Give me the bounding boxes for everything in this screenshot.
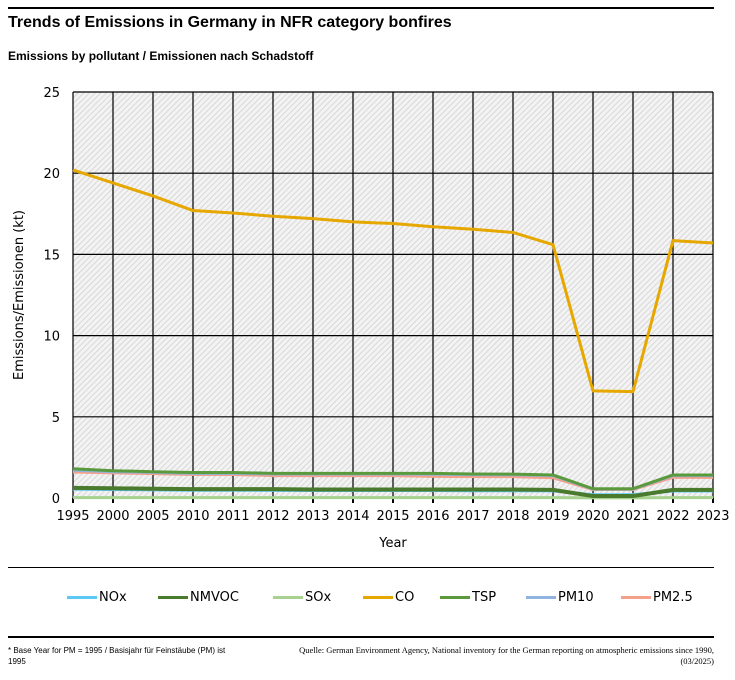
legend-label: PM10 xyxy=(558,590,594,605)
y-tick-label: 15 xyxy=(43,248,60,263)
series-line-tsp xyxy=(72,467,713,491)
chart-title: Trends of Emissions in Germany in NFR ca… xyxy=(8,14,452,31)
legend-label: TSP xyxy=(472,590,497,605)
x-tick-label: 2020 xyxy=(576,509,609,524)
series-line-co xyxy=(72,168,714,394)
series-group xyxy=(72,168,714,500)
legend-item-nmvoc: NMVOC xyxy=(158,590,239,605)
legend-swatch xyxy=(526,596,556,599)
line-chart: 1995 2000 2005 2010 2011 2012 2013 2014 2015 2016… xyxy=(12,86,730,551)
legend-swatch xyxy=(273,596,303,599)
legend-top-rule xyxy=(8,567,714,568)
x-tick-label: 2021 xyxy=(616,509,649,524)
series-line-nmvoc xyxy=(72,485,713,499)
legend-item-pm10: PM10 xyxy=(526,590,594,605)
x-tick-label: 2011 xyxy=(216,509,249,524)
gridlines xyxy=(72,91,714,503)
legend-label: PM2.5 xyxy=(653,590,693,605)
legend-label: NOx xyxy=(99,590,127,605)
legend-label: CO xyxy=(395,590,415,605)
source-note: Quelle: German Environment Agency, Natio… xyxy=(299,645,714,666)
x-tick-label: 2018 xyxy=(496,509,529,524)
x-tick-label: 2000 xyxy=(96,509,129,524)
y-tick-label: 10 xyxy=(43,330,60,345)
legend-item-sox: SOx xyxy=(273,590,331,605)
y-tick-labels: 0 5 10 15 20 25 xyxy=(43,86,60,507)
legend-swatch xyxy=(440,596,470,599)
x-tick-label: 2019 xyxy=(536,509,569,524)
x-tick-label: 2016 xyxy=(416,509,449,524)
x-tick-label: 2023 xyxy=(696,509,729,524)
y-tick-label: 0 xyxy=(52,492,60,507)
legend-swatch xyxy=(67,596,97,599)
x-tick-label: 2017 xyxy=(456,509,489,524)
legend-item-tsp: TSP xyxy=(440,590,496,605)
legend-item-nox: NOx xyxy=(67,590,127,605)
x-tick-label: 2005 xyxy=(136,509,169,524)
x-tick-label: 2014 xyxy=(336,509,369,524)
legend-swatch xyxy=(621,596,651,599)
legend-item-co: CO xyxy=(363,590,414,605)
y-tick-label: 25 xyxy=(43,86,60,101)
x-tick-label: 2013 xyxy=(296,509,329,524)
x-tick-label: 2012 xyxy=(256,509,289,524)
legend-label: NMVOC xyxy=(190,590,239,605)
legend-label: SOx xyxy=(305,590,332,605)
y-tick-label: 20 xyxy=(43,167,60,182)
x-tick-label: 2015 xyxy=(376,509,409,524)
x-axis-label: Year xyxy=(378,536,407,551)
x-tick-label: 1995 xyxy=(56,509,89,524)
footnote: * Base Year for PM = 1995 / Basisjahr fü… xyxy=(8,646,226,666)
x-tick-label: 2022 xyxy=(656,509,689,524)
legend-swatch xyxy=(158,596,188,599)
top-rule xyxy=(8,7,714,9)
chart-subtitle: Emissions by pollutant / Emissionen nach… xyxy=(8,49,314,63)
legend: NOx NMVOC SOx CO TSP PM10 PM2.5 xyxy=(0,590,735,614)
x-tick-label: 2010 xyxy=(176,509,209,524)
y-axis-label: Emissions/Emissionen (kt) xyxy=(12,210,27,380)
legend-swatch xyxy=(363,596,393,599)
y-tick-label: 5 xyxy=(52,411,60,426)
legend-item-pm25: PM2.5 xyxy=(621,590,693,605)
legend-bottom-rule xyxy=(8,636,714,638)
x-tick-labels: 1995 2000 2005 2010 2011 2012 2013 2014 2015 2016… xyxy=(56,509,729,524)
